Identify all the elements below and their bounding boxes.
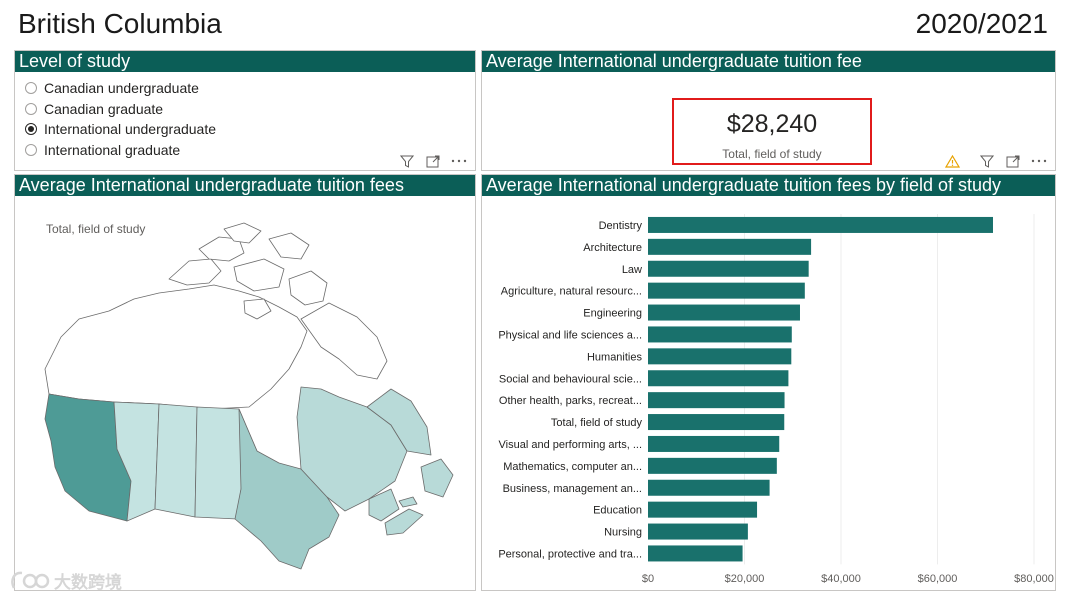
bar[interactable] [648, 370, 789, 387]
filter-icon[interactable] [979, 154, 995, 168]
map-region-arctic-island[interactable] [233, 258, 285, 292]
bar[interactable] [648, 457, 777, 474]
category-label: Personal, protective and tra... [498, 548, 642, 560]
option-label: International graduate [44, 141, 181, 158]
category-label: Total, field of study [551, 417, 643, 429]
map-region-arctic-island[interactable] [288, 270, 328, 306]
x-tick-label: $40,000 [821, 573, 861, 585]
bar-chart-title: Average International undergraduate tuit… [482, 175, 1055, 196]
slicer-title: Level of study [15, 51, 475, 72]
bar-chart-plot: $0 $20,000 $40,000 $60,000 $80,000 Dentistry A… [498, 214, 1054, 585]
bar[interactable] [648, 216, 993, 233]
canada-map [44, 222, 454, 570]
watermark: 大数跨境 [10, 568, 122, 593]
map-region-arctic-island[interactable] [198, 236, 245, 262]
kpi-value: $28,240 [726, 110, 818, 138]
radio-button[interactable] [25, 102, 37, 115]
kpi-label: Total, field of study [722, 147, 822, 161]
level-of-study-slicer: Level of study Canadian undergraduate Ca… [14, 50, 476, 171]
kpi-highlight-box: $28,240 Total, field of study [672, 98, 872, 165]
x-tick-label: $80,000 [1014, 573, 1054, 585]
category-label: Business, management an... [503, 483, 642, 495]
category-label: Education [593, 505, 642, 517]
map-region-saskatchewan[interactable] [154, 403, 198, 518]
x-tick-label: $20,000 [725, 573, 765, 585]
map-region-british-columbia[interactable] [44, 393, 132, 522]
category-label: Physical and life sciences a... [498, 329, 642, 341]
category-label: Visual and performing arts, ... [499, 439, 642, 451]
bar[interactable] [648, 238, 812, 255]
category-label: Nursing [604, 527, 642, 539]
radio-button[interactable] [25, 143, 37, 156]
x-tick-label: $60,000 [918, 573, 958, 585]
field-of-study-bar-chart: Average International undergraduate tuit… [481, 174, 1056, 591]
bar[interactable] [648, 260, 809, 277]
bar[interactable] [648, 282, 805, 299]
bar[interactable] [648, 326, 792, 343]
map-region-arctic-island[interactable] [268, 232, 310, 260]
option-international-undergraduate[interactable]: International undergraduate [25, 119, 465, 140]
tuition-fee-card: Average International undergraduate tuit… [481, 50, 1056, 171]
canada-map-visual: Average International undergraduate tuit… [14, 174, 476, 591]
focus-mode-icon[interactable] [1005, 154, 1021, 168]
category-label: Other health, parks, recreat... [499, 395, 642, 407]
category-label: Mathematics, computer an... [503, 461, 642, 473]
map-region-baffin-island[interactable] [300, 302, 388, 380]
watermark-logo-icon [11, 571, 50, 589]
map-region-pei[interactable] [398, 496, 418, 508]
bar[interactable] [648, 304, 800, 321]
option-international-graduate[interactable]: International graduate [25, 140, 465, 161]
option-canadian-undergraduate[interactable]: Canadian undergraduate [25, 78, 465, 99]
radio-button[interactable] [25, 82, 37, 95]
category-label: Law [622, 264, 642, 276]
map-region-newfoundland[interactable] [420, 458, 454, 498]
bar[interactable] [648, 501, 758, 518]
map-region-arctic-island[interactable] [168, 258, 222, 286]
more-options-icon[interactable] [451, 154, 467, 168]
map-subtitle: Total, field of study [46, 222, 146, 236]
report-year: 2020/2021 [915, 8, 1048, 39]
option-label: Canadian graduate [44, 100, 164, 117]
bar[interactable] [648, 348, 792, 365]
map-region-ontario[interactable] [234, 408, 340, 570]
map-region-arctic-island[interactable] [243, 298, 272, 320]
report-title: British Columbia [18, 8, 222, 39]
bar[interactable] [648, 545, 743, 562]
category-label: Engineering [583, 308, 642, 320]
option-canadian-graduate[interactable]: Canadian graduate [25, 99, 465, 120]
category-label: Agriculture, natural resourc... [501, 286, 642, 298]
map-region-labrador[interactable] [366, 388, 432, 456]
bar[interactable] [648, 479, 770, 496]
bar[interactable] [648, 414, 785, 431]
more-options-icon[interactable] [1031, 154, 1047, 168]
bar[interactable] [648, 435, 780, 452]
map-region-arctic-island[interactable] [223, 222, 262, 244]
bar[interactable] [648, 392, 785, 409]
filter-icon[interactable] [399, 154, 415, 168]
category-label: Social and behavioural scie... [499, 373, 642, 385]
option-label: International undergraduate [44, 121, 217, 138]
option-label: Canadian undergraduate [44, 80, 199, 97]
radio-button[interactable] [25, 123, 37, 136]
warning-icon[interactable] [944, 154, 960, 168]
focus-mode-icon[interactable] [425, 154, 441, 168]
bar[interactable] [648, 523, 748, 540]
map-title: Average International undergraduate tuit… [15, 175, 475, 196]
map-region-north[interactable] [44, 284, 308, 410]
category-label: Humanities [587, 351, 643, 363]
radio-list: Canadian undergraduate Canadian graduate… [15, 72, 475, 166]
category-label: Architecture [583, 242, 642, 254]
card-title: Average International undergraduate tuit… [482, 51, 1055, 72]
visual-header-icons [979, 154, 1047, 168]
map-region-nova-scotia[interactable] [384, 508, 424, 536]
x-tick-label: $0 [642, 573, 654, 585]
visual-header-icons [399, 154, 467, 168]
watermark-text: 大数跨境 [54, 573, 122, 592]
category-label: Dentistry [599, 220, 643, 232]
map-region-new-brunswick[interactable] [368, 488, 400, 522]
